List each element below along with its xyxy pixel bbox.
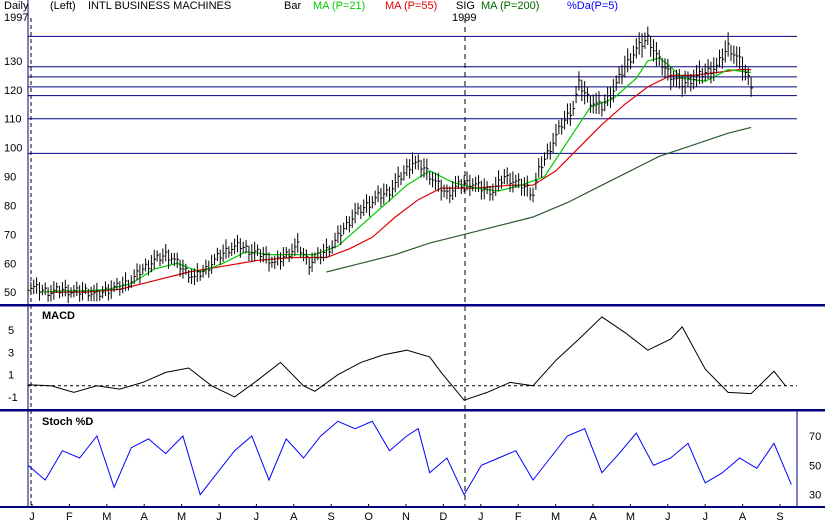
x-tick-label-18: J xyxy=(702,511,708,523)
x-tick-label-11: D xyxy=(439,511,447,523)
x-tick-label-17: J xyxy=(665,511,671,523)
x-tick-label-10: N xyxy=(402,511,410,523)
x-tick-label-0: J xyxy=(29,511,35,523)
price-tick-label-8: 130 xyxy=(4,56,22,68)
ma200-series-line xyxy=(326,126,752,273)
x-tick-label-6: J xyxy=(254,511,260,523)
x-tick-label-14: M xyxy=(551,511,560,523)
price-tick-label-3: 80 xyxy=(4,200,16,212)
stoch-panel-title: Stoch %D xyxy=(42,416,94,428)
stoch-tick-label-2: 30 xyxy=(809,490,821,502)
price-tick-label-7: 120 xyxy=(4,85,22,97)
x-tick-label-12: J xyxy=(478,511,484,523)
price-tick-label-5: 100 xyxy=(4,143,22,155)
stoch-series-line xyxy=(27,420,792,496)
x-tick-label-1: F xyxy=(66,511,73,523)
macd-tick-label-3: -1 xyxy=(8,392,18,404)
year-mid-label: 1999 xyxy=(452,12,477,24)
x-tick-label-19: A xyxy=(739,511,747,523)
panel-divider-macd xyxy=(0,304,825,307)
x-tick-label-5: J xyxy=(216,511,222,523)
x-tick-label-15: A xyxy=(589,511,597,523)
chart-title: INTL BUSINESS MACHINES xyxy=(88,0,232,12)
price-tick-label-1: 60 xyxy=(4,258,16,270)
macd-panel-title: MACD xyxy=(42,310,75,322)
macd-series-line xyxy=(27,316,786,401)
period-label: Daily xyxy=(4,0,29,12)
x-tick-label-4: M xyxy=(177,511,186,523)
x-tick-label-20: S xyxy=(776,511,783,523)
price-tick-label-6: 110 xyxy=(4,114,22,126)
price-tick-label-2: 70 xyxy=(4,229,16,241)
macd-tick-label-2: 1 xyxy=(8,370,14,382)
indicator-sig: SIG xyxy=(456,0,475,12)
x-tick-label-13: F xyxy=(515,511,522,523)
price-tick-label-0: 50 xyxy=(4,287,16,299)
x-tick-label-8: S xyxy=(328,511,335,523)
scale-label: (Left) xyxy=(50,0,76,12)
x-tick-label-7: A xyxy=(290,511,298,523)
panel-divider-axis xyxy=(0,506,825,508)
macd-tick-label-1: 3 xyxy=(8,347,14,359)
macd-tick-label-0: 5 xyxy=(8,325,14,337)
indicator-ma21: MA (P=21) xyxy=(313,0,366,12)
x-tick-label-3: A xyxy=(141,511,149,523)
stoch-tick-label-1: 50 xyxy=(809,460,821,472)
stoch-tick-label-0: 70 xyxy=(809,431,821,443)
indicator-ma55: MA (P=55) xyxy=(385,0,438,12)
indicator-da5: %Da(P=5) xyxy=(567,0,619,12)
x-tick-label-9: O xyxy=(364,511,373,523)
panel-divider-stoch xyxy=(0,409,825,412)
year-start-label: 1997 xyxy=(4,12,29,24)
bar-label: Bar xyxy=(284,0,302,12)
x-tick-label-2: M xyxy=(102,511,111,523)
indicator-ma200: MA (P=200) xyxy=(481,0,540,12)
price-tick-label-4: 90 xyxy=(4,172,16,184)
x-tick-label-16: M xyxy=(626,511,635,523)
